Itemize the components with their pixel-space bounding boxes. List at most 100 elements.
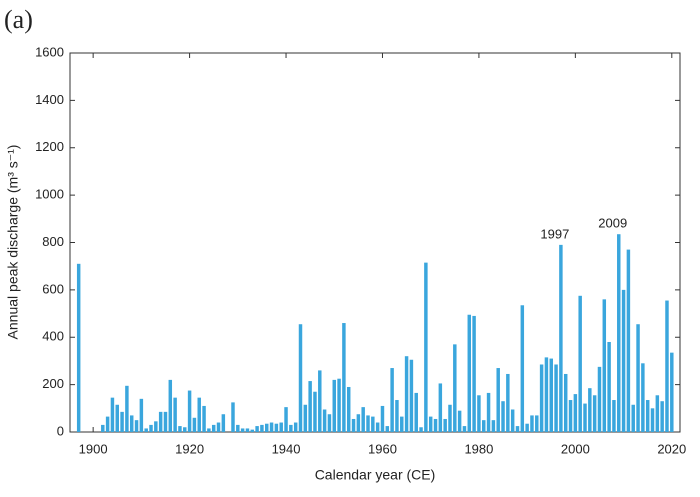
bar xyxy=(597,366,602,432)
bar xyxy=(549,358,553,432)
bar xyxy=(303,404,308,432)
bar xyxy=(255,426,259,432)
bar xyxy=(318,370,322,432)
bar xyxy=(183,427,187,432)
bar xyxy=(395,400,399,432)
bar xyxy=(655,395,660,432)
bar xyxy=(346,386,351,432)
bar xyxy=(645,400,650,432)
bar xyxy=(173,397,177,432)
bar xyxy=(192,417,197,432)
bar xyxy=(313,391,317,432)
bar xyxy=(221,414,226,432)
bar xyxy=(592,395,597,432)
y-tick-label: 1400 xyxy=(35,92,64,107)
bar xyxy=(101,424,105,432)
bar xyxy=(385,426,390,432)
bar xyxy=(366,415,370,432)
bar xyxy=(641,363,645,432)
bar xyxy=(284,407,288,432)
x-tick-label: 1920 xyxy=(175,441,204,456)
bar xyxy=(428,416,433,432)
bar xyxy=(448,404,452,432)
bar xyxy=(607,341,611,432)
bar xyxy=(578,295,582,432)
bar xyxy=(510,409,515,432)
bar xyxy=(414,392,418,432)
bar xyxy=(409,359,414,432)
bar xyxy=(486,392,491,432)
bar xyxy=(617,234,621,432)
bar xyxy=(139,398,144,432)
plot-frame xyxy=(69,52,681,433)
x-tick-label: 1900 xyxy=(79,441,108,456)
bar xyxy=(665,300,669,432)
bar xyxy=(400,416,404,432)
bar xyxy=(298,324,303,432)
bar xyxy=(670,352,674,432)
bar xyxy=(559,244,563,432)
bar xyxy=(211,424,216,432)
bar xyxy=(419,427,423,432)
bar xyxy=(149,424,153,432)
y-tick-label: 1200 xyxy=(35,139,64,154)
bar xyxy=(76,263,81,432)
bar xyxy=(274,423,279,432)
bar xyxy=(520,305,525,432)
bar xyxy=(105,416,110,432)
annotation: 1997 xyxy=(540,226,569,241)
bar xyxy=(115,404,119,432)
bar xyxy=(491,420,496,432)
bar xyxy=(250,429,255,432)
bar xyxy=(361,407,365,432)
bar xyxy=(525,423,529,432)
bar xyxy=(563,373,568,432)
bar xyxy=(588,388,592,432)
bar xyxy=(322,409,327,432)
y-tick-label: 1000 xyxy=(35,187,64,202)
bar xyxy=(216,422,221,432)
bar xyxy=(260,424,264,432)
bar xyxy=(482,420,486,432)
bar xyxy=(158,411,163,432)
bar xyxy=(178,426,182,432)
bar xyxy=(289,424,293,432)
y-tick-label: 800 xyxy=(42,234,64,249)
bar xyxy=(129,415,134,432)
bar xyxy=(438,383,443,432)
y-tick-label: 0 xyxy=(57,423,64,438)
bar xyxy=(530,415,534,432)
bar xyxy=(337,378,341,432)
bar xyxy=(356,414,361,432)
bar xyxy=(120,411,124,432)
bar xyxy=(231,402,235,432)
bar xyxy=(433,418,438,432)
bar xyxy=(207,428,211,432)
x-axis-label: Calendar year (CE) xyxy=(315,467,436,483)
bar xyxy=(636,324,640,432)
bar xyxy=(327,414,332,432)
bar xyxy=(134,420,139,432)
panel-label: (a) xyxy=(4,5,33,34)
bar xyxy=(125,385,129,432)
bar xyxy=(453,344,457,432)
bar xyxy=(506,373,510,432)
bar xyxy=(443,418,447,432)
bar xyxy=(626,249,631,432)
bar xyxy=(583,403,587,432)
bar xyxy=(573,394,578,432)
bar xyxy=(293,422,298,432)
x-tick-label: 2000 xyxy=(561,441,590,456)
bar xyxy=(501,401,505,432)
x-tick-label: 1940 xyxy=(272,441,301,456)
bar xyxy=(375,422,380,432)
bar xyxy=(462,426,467,432)
bar xyxy=(477,395,481,432)
bar xyxy=(390,368,394,432)
bar xyxy=(631,404,635,432)
bar xyxy=(612,400,616,432)
bar xyxy=(163,411,168,432)
bar xyxy=(332,379,336,432)
bar xyxy=(351,418,356,432)
